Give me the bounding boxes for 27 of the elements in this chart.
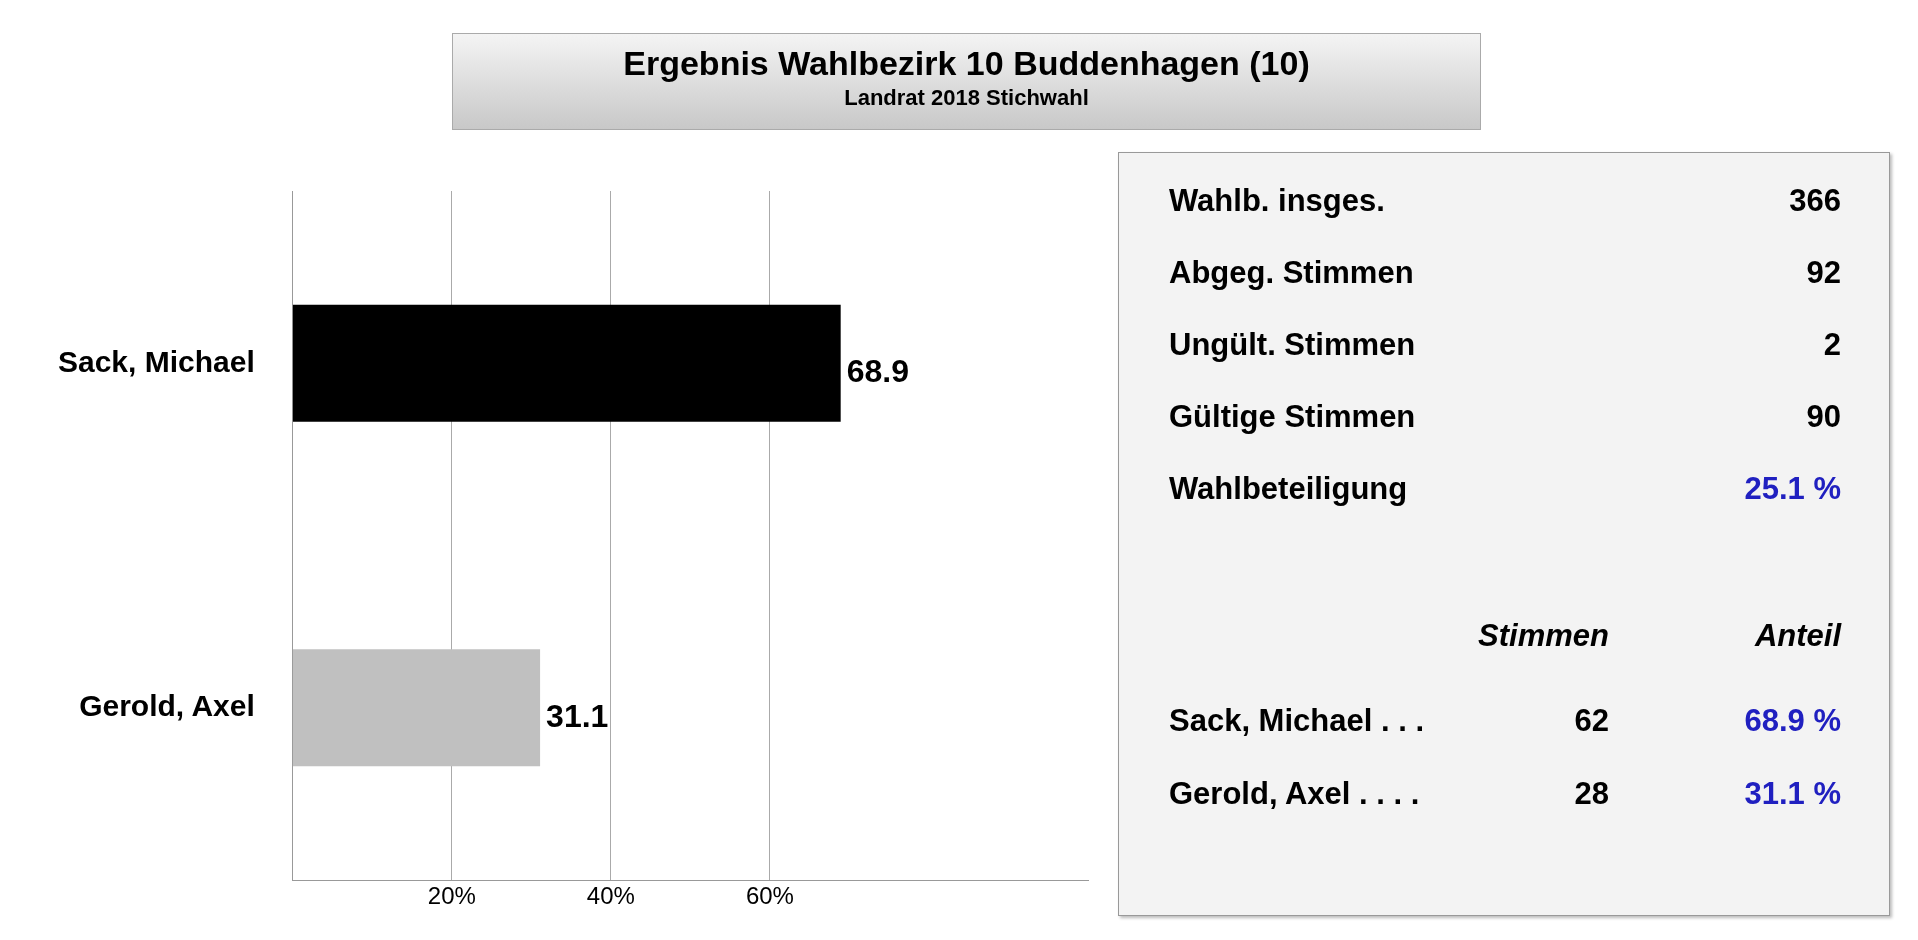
chart-title: Ergebnis Wahlbezirk 10 Buddenhagen (10) — [622, 44, 1311, 83]
text: Stimmen — [1478, 618, 1609, 654]
text: Sack, Michael . . . — [1169, 703, 1425, 739]
y-tick-label: Gerold, Axel — [79, 689, 255, 723]
text: 62 — [1574, 703, 1609, 739]
x-tick-label: 60% — [745, 882, 794, 910]
x-tick-label: 40% — [586, 882, 635, 910]
text: 25.1 % — [1744, 471, 1841, 507]
text: Anteil — [1754, 618, 1841, 654]
chart-subtitle: Landrat 2018 Stichwahl — [843, 85, 1090, 111]
text: 68.9 % — [1744, 703, 1841, 739]
text: Gültige Stimmen — [1169, 399, 1416, 435]
text: Wahlbeteiligung — [1169, 471, 1408, 507]
text: 2 — [1823, 327, 1841, 363]
text: Ungült. Stimmen — [1169, 327, 1416, 363]
data-label: 68.9 — [846, 353, 909, 390]
y-tick-label: Sack, Michael — [57, 344, 255, 378]
text: 90 — [1806, 399, 1841, 435]
text: 28 — [1574, 776, 1609, 812]
data-label: 31.1 — [546, 697, 609, 734]
text: Wahlb. insges. — [1169, 183, 1385, 219]
x-tick-label: 20% — [427, 882, 476, 910]
text: 366 — [1789, 183, 1841, 219]
text: 31.1 % — [1744, 776, 1841, 812]
text: Abgeg. Stimmen — [1169, 255, 1414, 291]
text: Gerold, Axel . . . . — [1169, 776, 1420, 812]
text: 92 — [1806, 255, 1841, 291]
